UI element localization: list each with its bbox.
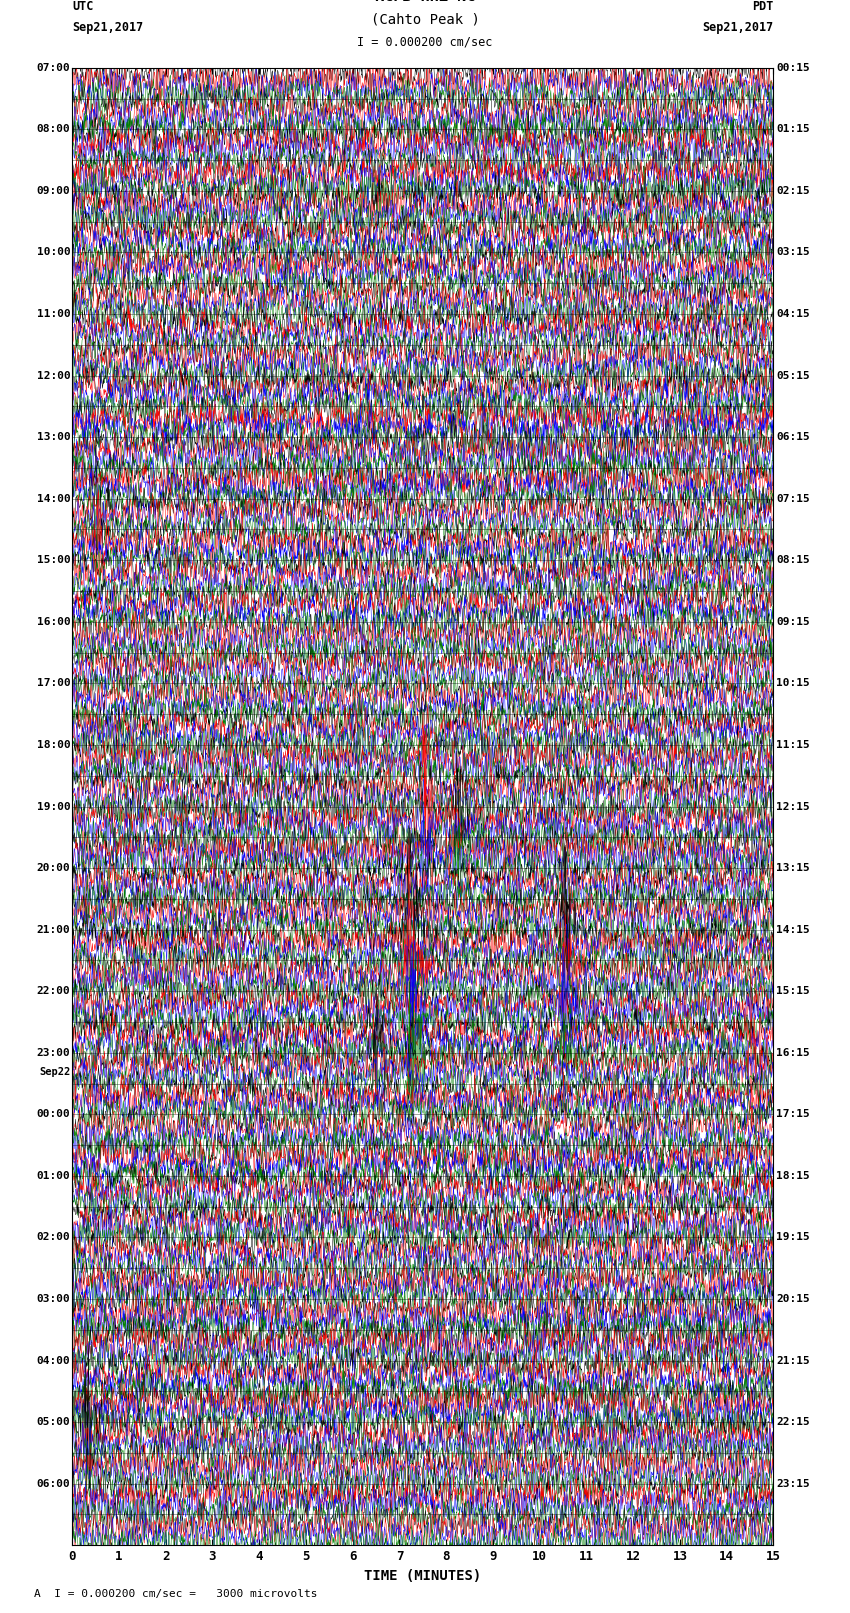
Text: A  I = 0.000200 cm/sec =   3000 microvolts: A I = 0.000200 cm/sec = 3000 microvolts [34,1589,318,1598]
X-axis label: TIME (MINUTES): TIME (MINUTES) [365,1569,481,1582]
Text: 14:15: 14:15 [776,924,810,934]
Text: 03:15: 03:15 [776,247,810,258]
Text: 08:00: 08:00 [37,124,71,134]
Text: 21:00: 21:00 [37,924,71,934]
Text: Sep21,2017: Sep21,2017 [72,21,144,34]
Text: 20:15: 20:15 [776,1294,810,1303]
Text: 12:15: 12:15 [776,802,810,811]
Text: 01:15: 01:15 [776,124,810,134]
Text: 03:00: 03:00 [37,1294,71,1303]
Text: 21:15: 21:15 [776,1355,810,1366]
Text: 00:00: 00:00 [37,1110,71,1119]
Text: 14:00: 14:00 [37,494,71,503]
Text: 02:00: 02:00 [37,1232,71,1242]
Text: 02:15: 02:15 [776,185,810,195]
Text: 08:15: 08:15 [776,555,810,565]
Text: 18:15: 18:15 [776,1171,810,1181]
Text: KCPB HHZ NC: KCPB HHZ NC [375,0,475,5]
Text: 09:15: 09:15 [776,616,810,627]
Text: 10:15: 10:15 [776,679,810,689]
Text: 23:00: 23:00 [37,1048,71,1058]
Text: 16:00: 16:00 [37,616,71,627]
Text: 19:15: 19:15 [776,1232,810,1242]
Text: 19:00: 19:00 [37,802,71,811]
Text: PDT: PDT [752,0,774,13]
Text: 20:00: 20:00 [37,863,71,873]
Text: 16:15: 16:15 [776,1048,810,1058]
Text: 15:15: 15:15 [776,986,810,997]
Text: 10:00: 10:00 [37,247,71,258]
Text: (Cahto Peak ): (Cahto Peak ) [371,13,479,26]
Text: 04:00: 04:00 [37,1355,71,1366]
Text: 04:15: 04:15 [776,310,810,319]
Text: 22:15: 22:15 [776,1418,810,1428]
Text: UTC: UTC [72,0,94,13]
Text: 17:15: 17:15 [776,1110,810,1119]
Text: 05:15: 05:15 [776,371,810,381]
Text: I = 0.000200 cm/sec: I = 0.000200 cm/sec [357,35,493,48]
Text: 17:00: 17:00 [37,679,71,689]
Text: 11:15: 11:15 [776,740,810,750]
Text: 00:15: 00:15 [776,63,810,73]
Text: 06:15: 06:15 [776,432,810,442]
Text: 22:00: 22:00 [37,986,71,997]
Text: Sep21,2017: Sep21,2017 [702,21,774,34]
Text: 18:00: 18:00 [37,740,71,750]
Text: 07:15: 07:15 [776,494,810,503]
Text: 05:00: 05:00 [37,1418,71,1428]
Text: 09:00: 09:00 [37,185,71,195]
Text: 12:00: 12:00 [37,371,71,381]
Text: 07:00: 07:00 [37,63,71,73]
Text: 15:00: 15:00 [37,555,71,565]
Text: 23:15: 23:15 [776,1479,810,1489]
Text: 01:00: 01:00 [37,1171,71,1181]
Text: 13:00: 13:00 [37,432,71,442]
Text: 11:00: 11:00 [37,310,71,319]
Text: Sep22: Sep22 [39,1068,71,1077]
Text: 06:00: 06:00 [37,1479,71,1489]
Text: 13:15: 13:15 [776,863,810,873]
